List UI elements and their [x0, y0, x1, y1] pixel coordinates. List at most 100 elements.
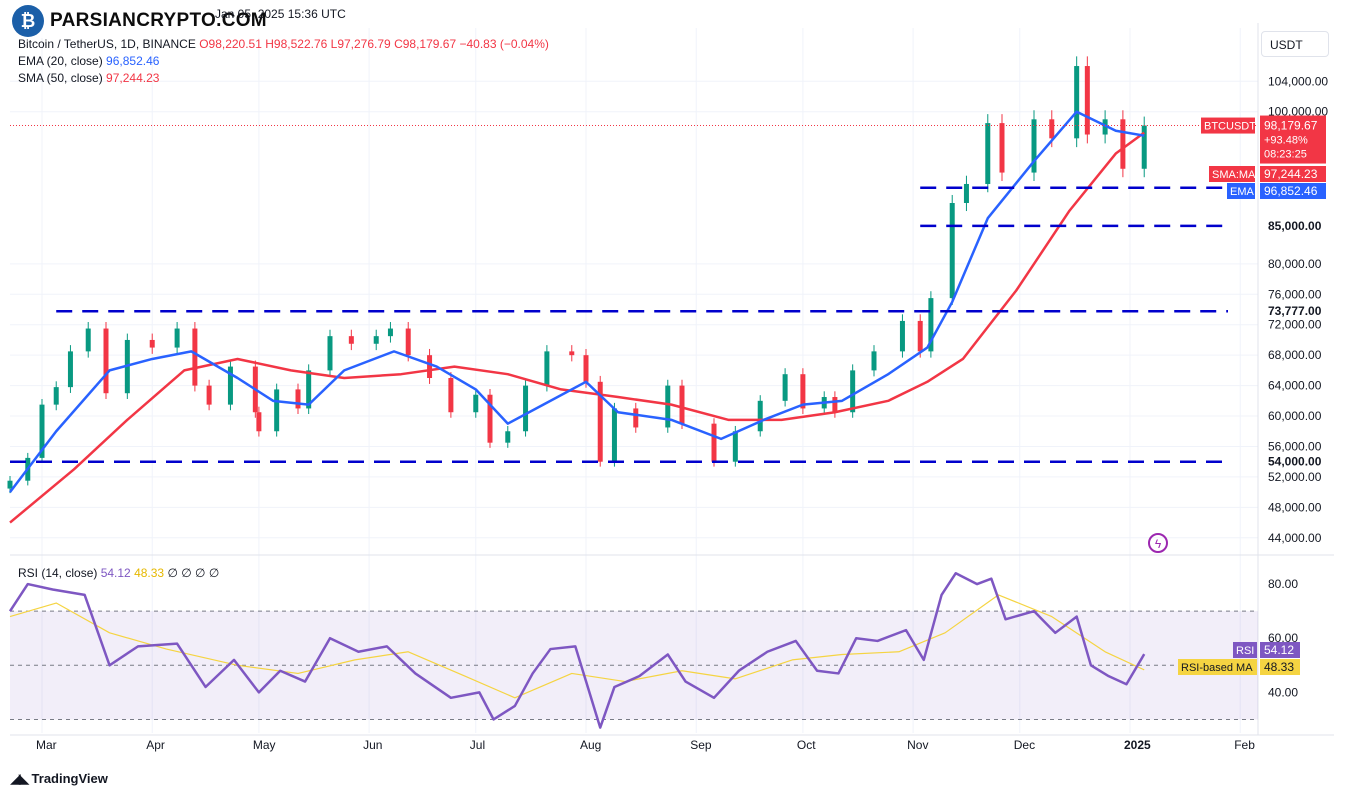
candle-body	[505, 431, 511, 443]
rsi-ma-value-tag: 48.33	[1264, 660, 1294, 674]
ema-value-tag-bg	[1260, 183, 1326, 199]
price-tick-label: 60,000.00	[1268, 409, 1322, 423]
price-tick-label: 76,000.00	[1268, 287, 1322, 301]
tradingview-brand: TradingView	[31, 771, 108, 786]
rsi-tag: RSI	[1236, 645, 1254, 657]
candle-body	[679, 385, 685, 424]
sma-value-tag-bg	[1260, 166, 1326, 182]
brand-logo: ₿ PARSIANCRYPTO.COM	[12, 4, 273, 38]
btc-change-tag: +93.48%	[1264, 135, 1308, 147]
candle-body	[227, 366, 233, 405]
price-tick-label: 48,000.00	[1268, 500, 1322, 514]
candle-body	[782, 374, 788, 401]
rsi-value-tag: 54.12	[1264, 643, 1294, 657]
btc-symbol-tag: BTCUSDT	[1204, 121, 1256, 133]
rsi-extra: ∅ ∅ ∅ ∅	[167, 566, 220, 580]
candle-body	[611, 408, 617, 462]
ohlc-change: −40.83 (−0.04%)	[459, 37, 549, 51]
lightning-icon[interactable]: ϟ	[1148, 533, 1168, 553]
rsi-label[interactable]: RSI (14, close)	[18, 566, 98, 580]
candle-body	[206, 385, 212, 405]
candle-body	[917, 320, 923, 352]
time-tick-label: May	[253, 738, 276, 752]
candle-body	[665, 385, 671, 428]
rsi-tick-label: 80.00	[1268, 577, 1298, 591]
candle-body	[1084, 66, 1090, 135]
rsi-value-tag-bg	[1260, 642, 1300, 658]
time-tick-label: Sep	[690, 738, 712, 752]
candle-body	[192, 328, 198, 386]
ema-label[interactable]: EMA (20, close)	[18, 54, 103, 68]
currency-selector[interactable]: USDT	[1261, 31, 1329, 57]
rsi-ma-line	[9, 594, 1145, 699]
rsi-tick-label: 40.00	[1268, 685, 1298, 699]
rsi-line	[8, 571, 1146, 729]
candle-body	[85, 328, 91, 352]
candle-body	[405, 328, 411, 356]
candle-body	[103, 328, 109, 394]
time-tick-label: Oct	[797, 738, 816, 752]
candle-body	[473, 394, 479, 413]
rsi-ma-value: 48.33	[134, 566, 165, 580]
candle-body	[985, 123, 991, 184]
candle-body	[1120, 119, 1126, 169]
candle-body	[327, 336, 333, 371]
chart-timestamp: Jan 05, 2025 15:36 UTC	[215, 7, 346, 21]
price-tick-label: 100,000.00	[1268, 105, 1328, 119]
ema-value: 96,852.46	[106, 54, 160, 68]
time-tick-label: Dec	[1014, 738, 1035, 752]
ohlc-close: C98,179.67	[394, 37, 457, 51]
candle-body	[949, 203, 955, 299]
rsi-legend: RSI (14, close) 54.12 48.33 ∅ ∅ ∅ ∅	[18, 566, 219, 580]
candle-body	[149, 339, 155, 348]
candle-body	[1031, 119, 1037, 173]
ohlc-low: L97,276.79	[330, 37, 391, 51]
candle-body	[583, 355, 589, 382]
symbol-title[interactable]: Bitcoin / TetherUS, 1D, BINANCE	[18, 37, 196, 51]
ema-20-line	[9, 110, 1145, 493]
sma-label[interactable]: SMA (50, close)	[18, 71, 103, 85]
rsi-tag-bg	[1233, 642, 1257, 658]
candle-body	[7, 480, 13, 489]
time-tick-label: Jul	[470, 738, 485, 752]
rsi-value: 54.12	[100, 566, 131, 580]
brand-badge-icon: ₿	[12, 5, 44, 37]
candle-body	[899, 320, 905, 352]
brand-name: PARSIANCRYPTO.COM	[50, 10, 267, 31]
price-tick-label: 104,000.00	[1268, 74, 1328, 88]
candle-body	[39, 404, 45, 458]
btc-countdown-tag: 08:23:25	[1264, 149, 1307, 161]
level-label-bg	[1263, 453, 1333, 470]
candle-body	[963, 183, 969, 203]
candle-body	[928, 298, 934, 352]
candle-body	[732, 431, 738, 462]
price-tick-label: 64,000.00	[1268, 379, 1322, 393]
candle-body	[306, 370, 312, 409]
price-tick-label: 52,000.00	[1268, 470, 1322, 484]
level-label: 85,000.00	[1268, 219, 1322, 233]
candle-body	[53, 387, 59, 405]
candle-body	[800, 374, 806, 409]
ohlc-open: O98,220.51	[199, 37, 262, 51]
level-label: 73,777.00	[1268, 304, 1322, 318]
btc-price-tag-bg	[1260, 115, 1326, 164]
time-tick-label: Mar	[36, 738, 57, 752]
sma-tag: SMA:MA	[1212, 169, 1256, 181]
candle-body	[1049, 119, 1055, 139]
price-tick-label: 44,000.00	[1268, 531, 1322, 545]
btc-symbol-tag-bg	[1201, 117, 1255, 134]
time-tick-label: Aug	[580, 738, 601, 752]
candle-body	[448, 378, 454, 413]
price-tick-label: 72,000.00	[1268, 318, 1322, 332]
candle-body	[256, 412, 262, 432]
rsi-ma-tag: RSI-based MA	[1181, 662, 1253, 674]
candle-body	[999, 123, 1005, 173]
tradingview-logo[interactable]: ◢◣ TradingView	[10, 770, 108, 787]
candle-body	[348, 336, 354, 344]
time-tick-label: 2025	[1124, 738, 1151, 752]
candle-body	[832, 397, 838, 413]
candle-body	[850, 370, 856, 413]
candle-body	[544, 351, 550, 386]
time-tick-label: Jun	[363, 738, 382, 752]
